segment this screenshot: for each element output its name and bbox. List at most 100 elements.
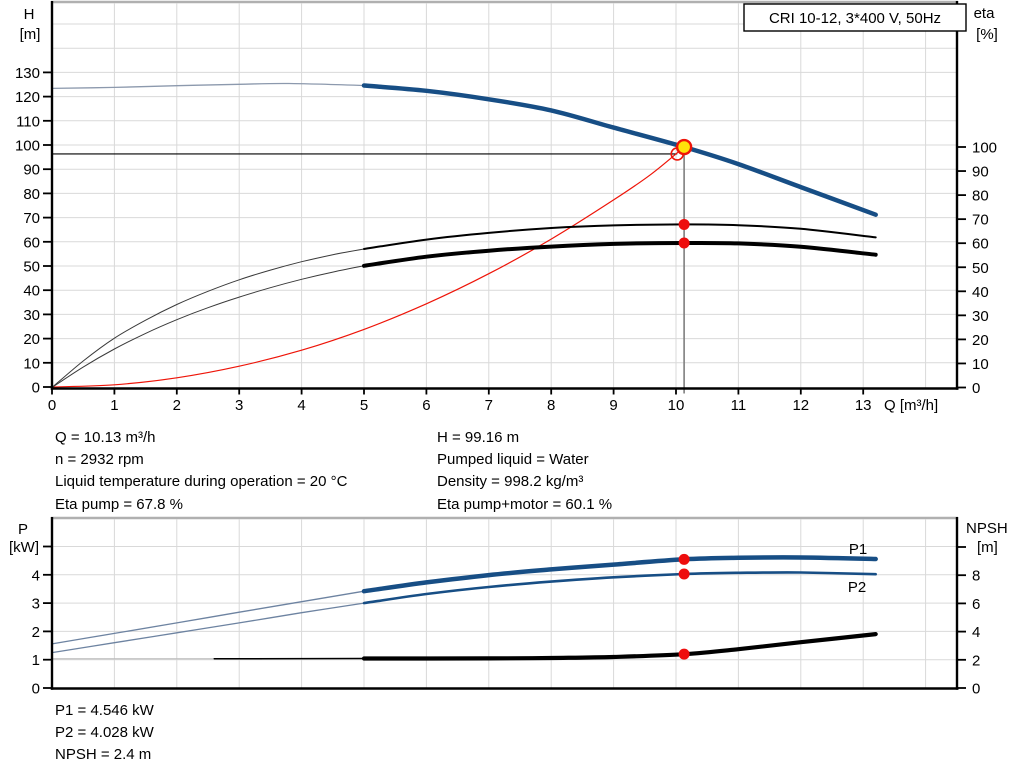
chart-text: 10 bbox=[972, 356, 989, 373]
chart-text: 2 bbox=[173, 397, 181, 414]
p1-value: P1 = 4.546 kW bbox=[55, 702, 154, 719]
head-value: H = 99.16 m bbox=[437, 429, 520, 446]
chart-title-box-frame bbox=[743, 3, 967, 32]
chart-text: 70 bbox=[23, 210, 40, 227]
chart-text: 6 bbox=[422, 397, 430, 414]
npsh-dot bbox=[678, 648, 690, 660]
chart-text: 90 bbox=[23, 162, 40, 179]
chart-text: 6 bbox=[972, 596, 980, 613]
chart-text: 3 bbox=[32, 596, 40, 613]
chart-text: 80 bbox=[972, 188, 989, 205]
chart-text: 40 bbox=[23, 283, 40, 300]
chart-text: 90 bbox=[972, 164, 989, 181]
p1-curve bbox=[361, 555, 878, 594]
chart-text: Q [m³/h] bbox=[884, 397, 938, 414]
npsh-curve bbox=[361, 632, 878, 661]
eta-pump-motor-curve bbox=[362, 240, 878, 268]
system-curve bbox=[51, 146, 685, 388]
chart-text: P2 bbox=[848, 579, 866, 596]
chart-text: 110 bbox=[16, 113, 40, 130]
chart-text: 8 bbox=[547, 397, 555, 414]
chart-text: NPSH bbox=[966, 520, 1008, 537]
hq-eta-chart: 0102030405060708090100110120130010203040… bbox=[15, 0, 998, 414]
chart-text: eta bbox=[974, 5, 996, 22]
chart-text: CRI 10-12, 3*400 V, 50Hz bbox=[769, 10, 941, 27]
tick-marks bbox=[43, 71, 966, 395]
p2-dot bbox=[678, 568, 690, 580]
chart-text: 13 bbox=[855, 397, 872, 414]
chart-text: H bbox=[24, 6, 35, 23]
eta-pump-curve-low-flow bbox=[51, 248, 365, 388]
chart-text: 0 bbox=[32, 380, 40, 397]
p2-value: P2 = 4.028 kW bbox=[55, 724, 154, 742]
eta-pump-motor-dot bbox=[678, 237, 690, 249]
operating-data-left: Q = 10.13 m³/h n = 2932 rpm Liquid tempe… bbox=[55, 427, 347, 516]
gridlines bbox=[52, 519, 957, 689]
chart-text: 60 bbox=[23, 234, 40, 251]
speed-value: n = 2932 rpm bbox=[55, 451, 144, 469]
chart-text: 11 bbox=[731, 397, 747, 414]
chart-text: 7 bbox=[485, 397, 493, 414]
p2-curve-low-flow bbox=[51, 602, 365, 654]
chart-text: [m] bbox=[20, 26, 41, 43]
chart-text: 0 bbox=[972, 380, 980, 397]
p1-dot bbox=[678, 553, 690, 565]
power-npsh-data: P1 = 4.546 kW P2 = 4.028 kW NPSH = 2.4 m bbox=[55, 700, 154, 767]
chart-text: 130 bbox=[15, 65, 40, 82]
chart-text: 3 bbox=[235, 397, 243, 414]
pump-curve bbox=[361, 83, 878, 217]
eta-pump-curve bbox=[363, 223, 877, 250]
tick-labels: 0 1 2 3 4 0 2 4 6 8 P[kW] NPSH [m] P1 P2 bbox=[9, 520, 1008, 698]
chart-text: 1 bbox=[110, 397, 118, 414]
liquid-temperature-value: Liquid temperature during operation = 20… bbox=[55, 473, 348, 491]
tick-marks bbox=[43, 545, 966, 689]
chart-text: 5 bbox=[360, 397, 368, 414]
chart-text: 10 bbox=[23, 355, 40, 372]
chart-text: 20 bbox=[23, 331, 40, 348]
chart-text: 40 bbox=[972, 284, 989, 301]
chart-text: 2 bbox=[972, 652, 980, 669]
chart-text: 8 bbox=[972, 568, 980, 585]
chart-text: 50 bbox=[972, 260, 989, 277]
chart-text: 12 bbox=[792, 397, 809, 414]
density-value: Density = 998.2 kg/m³ bbox=[437, 473, 584, 491]
chart-text: [kW] bbox=[9, 539, 39, 556]
chart-text: 1 bbox=[32, 652, 40, 669]
chart-text: P bbox=[18, 521, 28, 538]
chart-text: 20 bbox=[972, 332, 989, 349]
operating-data-right: H = 99.16 m Pumped liquid = Water Densit… bbox=[437, 427, 612, 516]
chart-text: 0 bbox=[32, 681, 40, 698]
p2-curve bbox=[362, 571, 877, 605]
chart-text: [%] bbox=[976, 26, 998, 43]
chart-text: 0 bbox=[48, 397, 56, 414]
p1-curve-low-flow bbox=[51, 590, 365, 645]
chart-text: 80 bbox=[23, 186, 40, 203]
chart-text: 100 bbox=[15, 138, 40, 155]
chart-text: 120 bbox=[15, 89, 40, 106]
chart-text: P1 bbox=[849, 541, 867, 558]
pumped-liquid-value: Pumped liquid = Water bbox=[437, 451, 589, 469]
chart-text: 4 bbox=[32, 567, 40, 584]
chart-text: 70 bbox=[972, 212, 989, 229]
chart-text: 30 bbox=[972, 308, 989, 325]
chart-text: 4 bbox=[297, 397, 305, 414]
eta-pump-dot bbox=[678, 218, 690, 230]
chart-title-box: CRI 10-12, 3*400 V, 50Hz bbox=[743, 3, 967, 32]
eta-pump-motor-value: Eta pump+motor = 60.1 % bbox=[437, 495, 613, 513]
chart-text: 9 bbox=[609, 397, 617, 414]
chart-text: 0 bbox=[972, 681, 980, 698]
npsh-value: NPSH = 2.4 m bbox=[55, 746, 152, 764]
chart-text: 100 bbox=[972, 140, 997, 157]
chart-text: [m] bbox=[977, 539, 998, 556]
chart-text: 30 bbox=[23, 307, 40, 324]
duty-point bbox=[675, 138, 693, 156]
gridlines bbox=[52, 3, 957, 389]
chart-text: 2 bbox=[32, 624, 40, 641]
power-npsh-chart: 0 1 2 3 4 0 2 4 6 8 P[kW] NPSH [m] P1 P2 bbox=[9, 516, 1008, 698]
tick-labels: 0102030405060708090100110120130010203040… bbox=[15, 5, 998, 414]
eta-pump-value: Eta pump = 67.8 % bbox=[55, 495, 183, 513]
flow-value: Q = 10.13 m³/h bbox=[55, 429, 156, 446]
chart-text: 60 bbox=[972, 236, 989, 253]
